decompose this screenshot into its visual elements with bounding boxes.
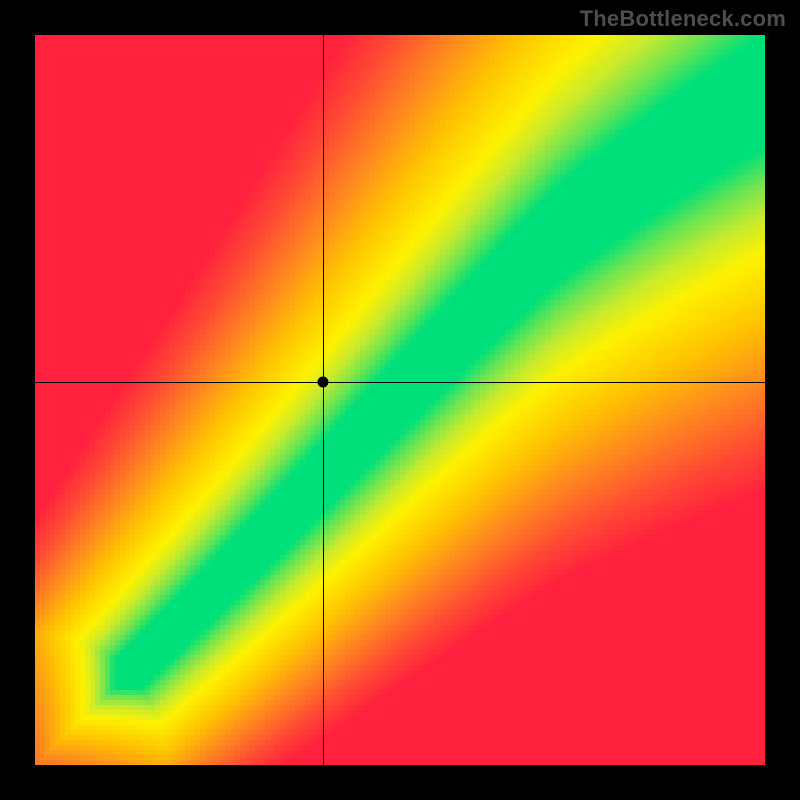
crosshair-horizontal [35, 382, 765, 383]
chart-frame: TheBottleneck.com [0, 0, 800, 800]
heatmap-canvas [35, 35, 765, 765]
heatmap-plot [35, 35, 765, 765]
crosshair-marker [318, 376, 329, 387]
crosshair-vertical [323, 35, 324, 765]
attribution-text: TheBottleneck.com [580, 6, 786, 32]
